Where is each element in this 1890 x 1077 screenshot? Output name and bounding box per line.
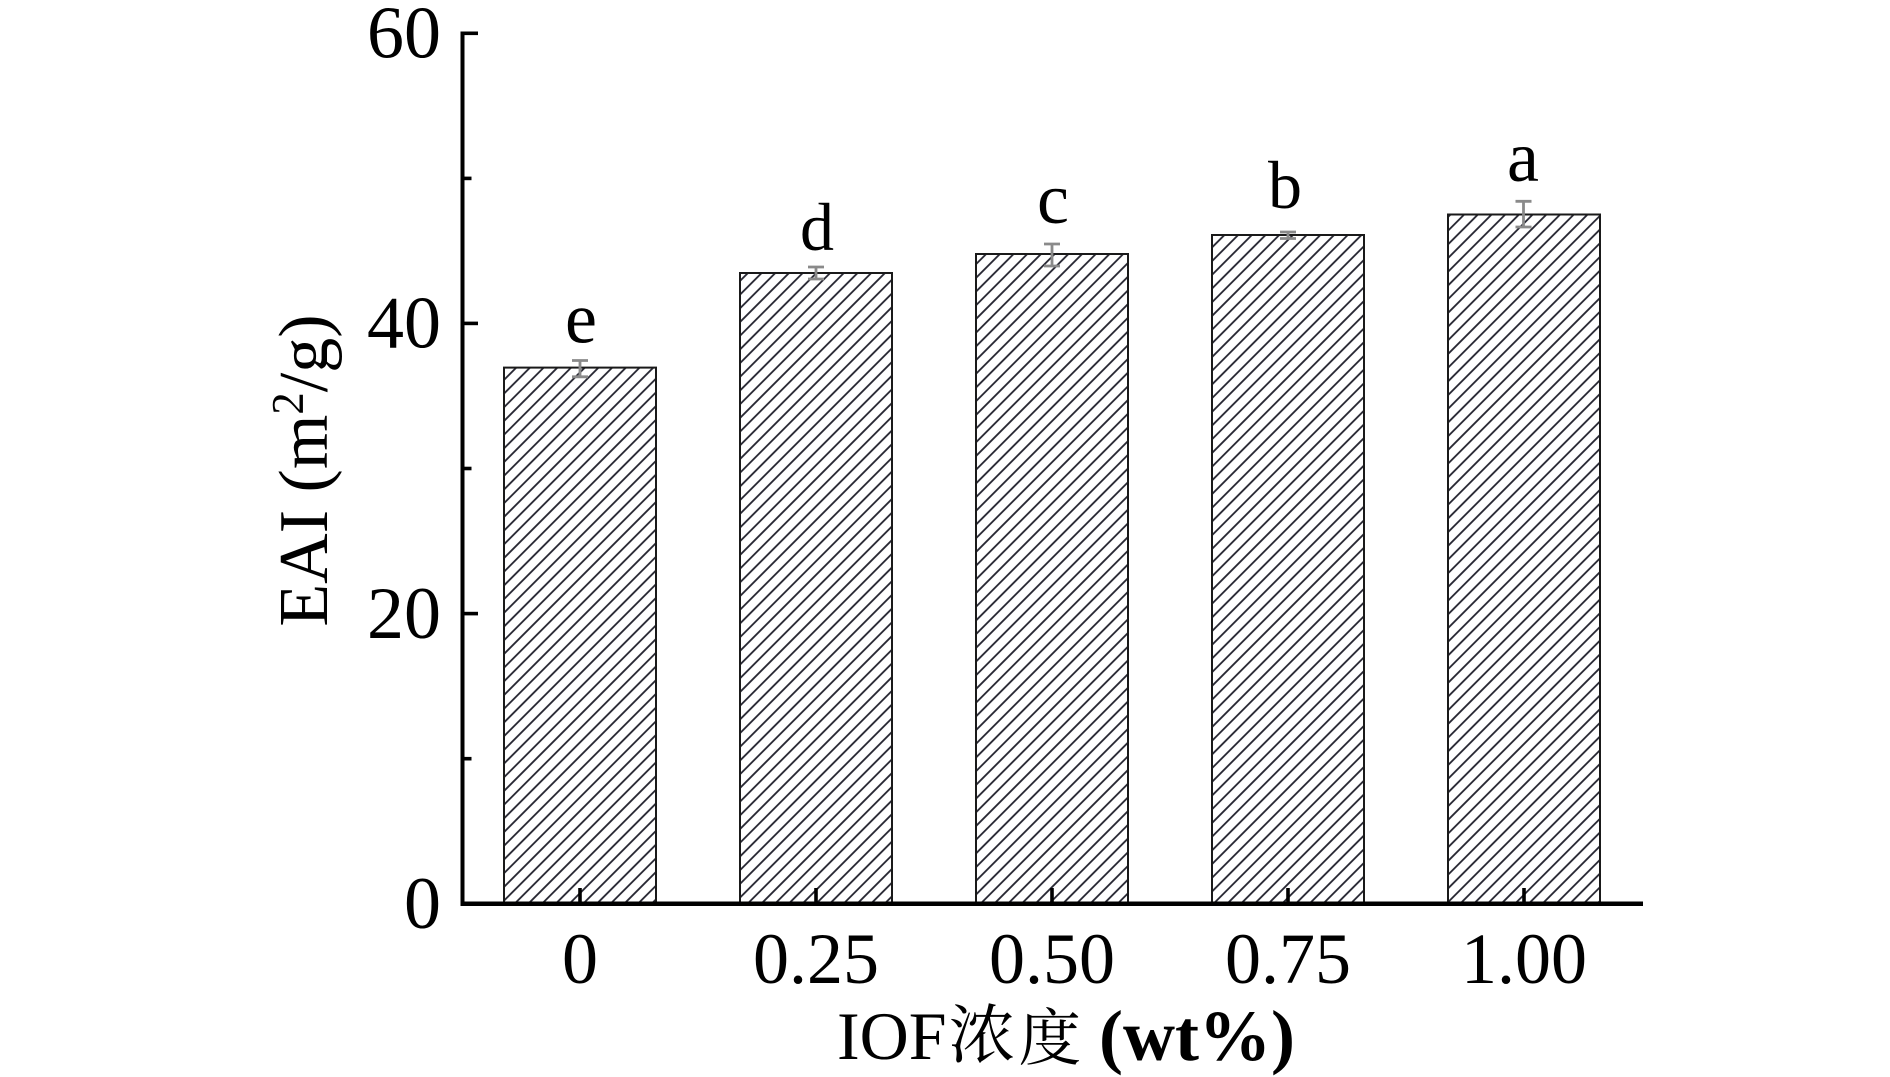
svg-text:0.25: 0.25 xyxy=(753,919,879,999)
svg-text:0.75: 0.75 xyxy=(1225,919,1351,999)
svg-text:0.50: 0.50 xyxy=(989,919,1115,999)
svg-text:e: e xyxy=(565,279,597,359)
svg-text:40: 40 xyxy=(367,283,441,365)
svg-text:b: b xyxy=(1268,147,1302,223)
svg-text:0: 0 xyxy=(404,863,441,945)
svg-text:d: d xyxy=(800,189,834,265)
svg-text:1.00: 1.00 xyxy=(1461,919,1587,999)
svg-text:c: c xyxy=(1037,159,1069,239)
svg-text:20: 20 xyxy=(367,573,441,655)
svg-text:a: a xyxy=(1507,117,1539,197)
svg-text:(wt%): (wt%) xyxy=(1099,996,1295,1076)
svg-text:60: 60 xyxy=(367,0,441,75)
svg-text:EAI (m2/g): EAI (m2/g) xyxy=(263,314,343,626)
svg-text:IOF: IOF xyxy=(837,998,947,1074)
svg-text:0: 0 xyxy=(562,919,598,999)
